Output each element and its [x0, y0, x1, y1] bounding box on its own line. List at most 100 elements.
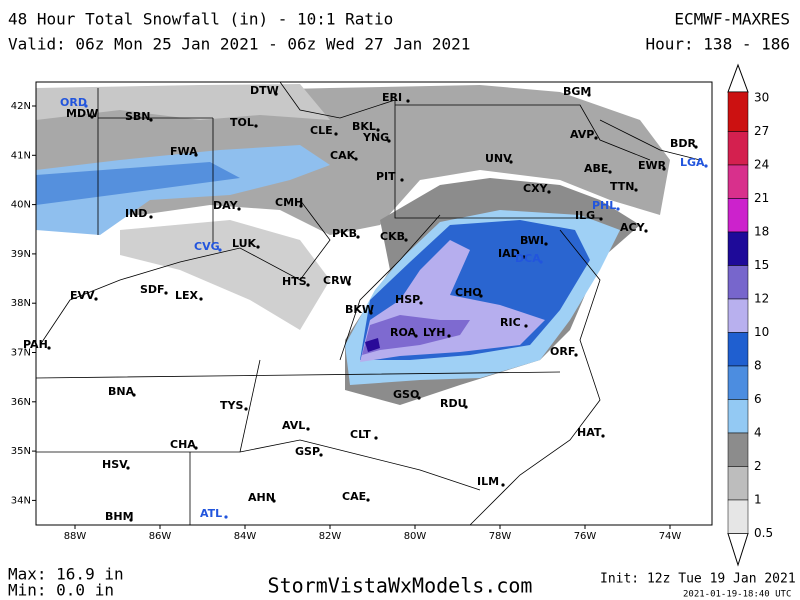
city-label: PKB: [332, 227, 357, 240]
city-dot: [306, 283, 310, 287]
lat-label: 39N: [11, 249, 31, 260]
snow-band-2: [36, 85, 670, 235]
colorbar-label: 18: [754, 225, 769, 239]
valid-time: Valid: 06z Mon 25 Jan 2021 - 06z Wed 27 …: [8, 35, 470, 54]
city-dot: [524, 324, 528, 328]
city-label: DCA: [515, 252, 541, 265]
city-label: ACY: [620, 221, 646, 234]
city-dot: [509, 160, 513, 164]
city-dot: [149, 215, 153, 219]
colorbar-box: [727, 91, 749, 132]
init-time: Init: 12z Tue 19 Jan 2021: [600, 572, 796, 587]
city-dot: [662, 167, 666, 171]
city-dot: [479, 294, 483, 298]
city-dot: [356, 235, 360, 239]
city-dot: [47, 346, 51, 350]
colorbar-label: 10: [754, 325, 769, 339]
lon-label: 86W: [149, 531, 172, 542]
city-dot: [129, 518, 133, 522]
city-dot: [704, 164, 708, 168]
city-label: BNA: [108, 385, 135, 398]
lon-label: 84W: [234, 531, 257, 542]
forecast-hour: Hour: 138 - 186: [646, 35, 791, 54]
city-dot: [199, 297, 203, 301]
colorbar-label: 4: [754, 426, 762, 440]
city-label: PIT: [376, 170, 396, 183]
city-label: CVG: [194, 240, 220, 253]
city-dot: [237, 207, 241, 211]
city-dot: [447, 334, 451, 338]
city-label: HSP: [395, 293, 420, 306]
lat-label: 34N: [11, 495, 31, 506]
city-label: DTW: [250, 84, 279, 97]
city-label: EWR: [638, 159, 667, 172]
colorbar-box: [727, 298, 749, 333]
city-label: GSO: [393, 388, 419, 401]
city-label: SBN: [125, 110, 151, 123]
city-label: BGM: [563, 85, 591, 98]
city-dot: [501, 483, 505, 487]
colorbar-box: [727, 466, 749, 501]
city-dot: [218, 248, 222, 252]
lat-label: 37N: [11, 348, 31, 359]
city-label: LGA: [680, 156, 705, 169]
city-label: FWA: [170, 145, 198, 158]
city-label: AHN: [248, 491, 275, 504]
city-label: LUK: [232, 237, 257, 250]
city-dot: [369, 311, 373, 315]
city-label: ABE: [584, 162, 608, 175]
city-label: CKB: [380, 230, 405, 243]
snow-band-1: [36, 84, 330, 120]
colorbar-box: [727, 131, 749, 166]
city-dot: [419, 301, 423, 305]
city-dot: [376, 128, 380, 132]
city-label: RDU: [440, 397, 467, 410]
colorbar-box: [727, 265, 749, 300]
city-dot: [224, 515, 228, 519]
model-name: ECMWF-MAXRES: [674, 10, 790, 29]
city-dot: [244, 407, 248, 411]
lat-label: 40N: [11, 200, 31, 211]
city-dot: [319, 453, 323, 457]
city-dot: [601, 434, 605, 438]
city-label: IND: [125, 207, 147, 220]
city-dot: [634, 188, 638, 192]
city-dot: [608, 170, 612, 174]
city-label: HTS: [282, 275, 307, 288]
city-dot: [94, 297, 98, 301]
city-label: EVV: [70, 289, 95, 302]
lat-label: 36N: [11, 397, 31, 408]
colorbar-label: 15: [754, 258, 769, 272]
city-dot: [547, 190, 551, 194]
colorbar-box: [727, 399, 749, 434]
city-dot: [464, 405, 468, 409]
colorbar-label: 1: [754, 493, 762, 507]
city-label: BHM: [105, 510, 134, 523]
city-label: PHL: [592, 199, 616, 212]
city-label: ATL: [200, 507, 222, 520]
snow-band-6: [36, 162, 240, 205]
city-label: PAH: [23, 338, 48, 351]
city-dot: [644, 229, 648, 233]
city-label: TTN: [610, 180, 634, 193]
city-dot: [574, 353, 578, 357]
colorbar-label: 27: [754, 124, 769, 138]
city-label: IAD: [498, 247, 520, 260]
city-label: HAT: [577, 426, 602, 439]
city-label: LYH: [423, 326, 445, 339]
city-label: ROA: [390, 326, 417, 339]
city-dot: [306, 427, 310, 431]
timestamp: 2021-01-19-18:40 UTC: [683, 590, 791, 600]
lon-label: 76W: [574, 531, 597, 542]
city-dot: [544, 242, 548, 246]
city-label: AVP: [570, 128, 594, 141]
city-label: TYS: [220, 399, 243, 412]
lat-label: 42N: [11, 101, 31, 112]
city-label: CHO: [455, 286, 482, 299]
city-dot: [164, 291, 168, 295]
snow-band-05: [120, 220, 330, 330]
city-dot: [539, 260, 543, 264]
city-label: HSV: [102, 458, 128, 471]
city-dot: [149, 118, 153, 122]
city-label: CLE: [310, 124, 333, 137]
